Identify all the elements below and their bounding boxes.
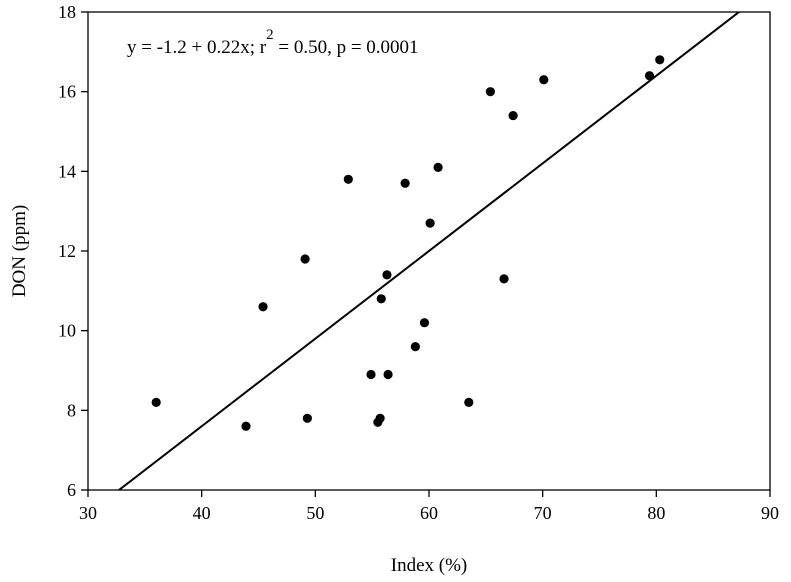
data-point (539, 75, 549, 85)
data-point (508, 110, 518, 121)
y-tick-label: 8 (67, 400, 76, 420)
annotation-main: y = -1.2 + 0.22x; r (127, 37, 267, 58)
data-point (433, 162, 443, 172)
y-tick-label: 18 (58, 2, 76, 22)
x-tick-label: 30 (79, 503, 97, 523)
data-point (410, 342, 420, 352)
data-point (241, 421, 251, 431)
data-point (258, 302, 268, 312)
y-axis: 6 8 10 12 14 16 18 (58, 2, 88, 500)
x-axis: 30 40 50 60 70 80 90 (79, 490, 779, 523)
data-point (375, 413, 385, 423)
data-point (425, 218, 435, 228)
data-point (366, 369, 376, 380)
x-tick-label: 50 (306, 503, 324, 523)
data-point (464, 397, 474, 407)
data-point (302, 413, 312, 423)
data-point (383, 369, 393, 380)
data-point (419, 318, 430, 328)
annotation-rest: = 0.50, p = 0.0001 (274, 37, 419, 58)
x-tick-label: 60 (420, 503, 438, 523)
regression-line (117, 12, 741, 490)
data-point (376, 294, 386, 304)
x-tick-label: 70 (534, 503, 552, 523)
data-point (300, 254, 310, 264)
y-axis-title: DON (ppm) (9, 205, 30, 297)
x-axis-title: Index (%) (391, 555, 468, 576)
data-point (382, 270, 392, 280)
y-tick-label: 6 (67, 480, 76, 500)
data-point (499, 274, 509, 284)
y-tick-label: 12 (58, 241, 76, 261)
x-tick-label: 80 (647, 503, 665, 523)
data-point (655, 55, 665, 65)
y-tick-label: 16 (58, 82, 76, 102)
annotation-text: y = -1.2 + 0.22x; r2 = 0.50, p = 0.0001 (127, 27, 419, 58)
data-point (644, 71, 655, 81)
x-tick-label: 90 (761, 503, 779, 523)
data-point (485, 87, 495, 97)
data-point (343, 174, 353, 184)
x-tick-label: 40 (193, 503, 211, 523)
data-point (400, 178, 410, 188)
y-tick-label: 10 (58, 321, 76, 341)
y-tick-label: 14 (58, 161, 76, 181)
data-points (151, 55, 665, 431)
annotation-superscript: 2 (266, 27, 274, 43)
data-point (151, 397, 161, 407)
